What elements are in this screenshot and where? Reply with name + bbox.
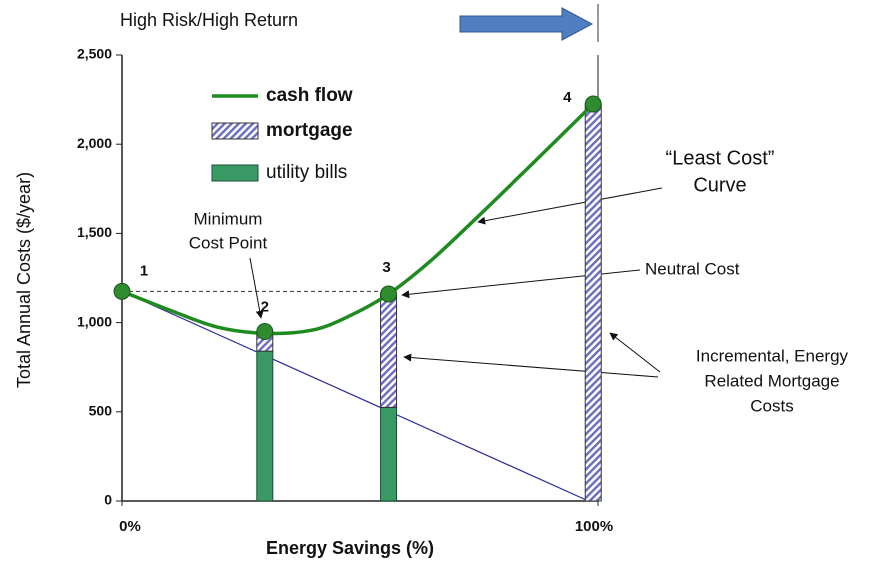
y-tick-label: 0 — [104, 492, 112, 508]
point-label: 1 — [140, 262, 148, 279]
point-marker — [584, 95, 602, 113]
legend-label: utility bills — [266, 162, 347, 183]
x-tick-label: 0% — [119, 518, 141, 535]
point-marker — [380, 285, 398, 303]
annotation: Cost Point — [189, 233, 268, 252]
y-tick-label: 2,000 — [77, 135, 112, 151]
mortgage-bar — [584, 103, 602, 502]
point-label: 2 — [261, 298, 269, 315]
annotation: Neutral Cost — [645, 259, 740, 278]
x-tick-label: 100% — [575, 518, 613, 535]
y-tick-label: 1,500 — [77, 224, 112, 240]
point-marker — [256, 323, 274, 341]
annotation: Minimum — [194, 209, 263, 228]
utility-bar — [256, 350, 274, 502]
annotation: Related Mortgage — [704, 371, 839, 390]
annotation: High Risk/High Return — [120, 10, 298, 30]
legend-label: mortgage — [266, 120, 353, 141]
legend-label: cash flow — [266, 85, 353, 106]
reference-line — [121, 290, 589, 502]
y-axis-title: Total Annual Costs ($/year) — [14, 172, 34, 388]
annotation: “Least Cost” — [666, 147, 775, 169]
risk-arrow — [459, 7, 594, 41]
y-tick-label: 1,000 — [77, 313, 112, 329]
legend-swatch — [211, 122, 259, 140]
annotation: Incremental, Energy — [696, 346, 849, 365]
y-tick-label: 2,500 — [77, 46, 112, 62]
annotation: Costs — [750, 396, 793, 415]
point-marker — [113, 282, 131, 300]
point-label: 4 — [563, 89, 572, 106]
legend-swatch — [211, 164, 259, 182]
mortgage-bar — [380, 293, 398, 408]
x-axis-title: Energy Savings (%) — [266, 538, 434, 558]
y-tick-label: 500 — [89, 403, 113, 419]
annotation: Curve — [693, 174, 746, 196]
point-label: 3 — [382, 259, 390, 276]
utility-bar — [380, 406, 398, 502]
cash-flow-line — [121, 102, 595, 336]
